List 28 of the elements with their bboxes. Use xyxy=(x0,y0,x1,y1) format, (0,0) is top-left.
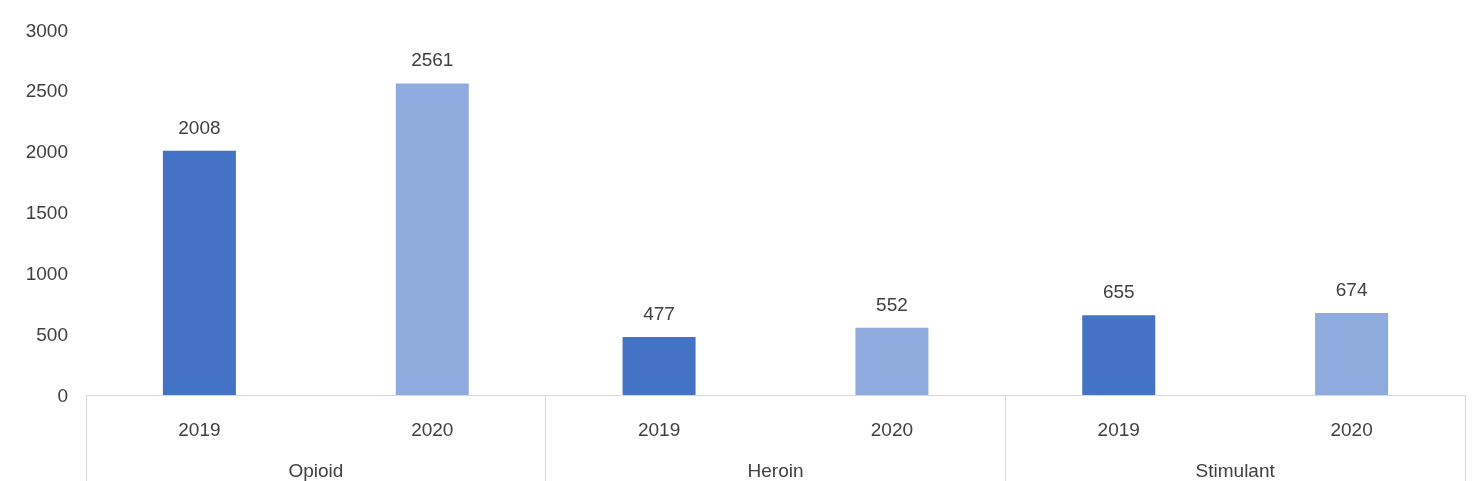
text: 2020 xyxy=(1330,419,1373,440)
x-tick-label: Heroin xyxy=(747,460,804,481)
data-label: 477 xyxy=(643,302,675,324)
y-tick-label: 3000 xyxy=(25,19,68,41)
text: 2019 xyxy=(637,419,681,440)
y-tick-label: 1500 xyxy=(25,202,68,223)
text: 2019 xyxy=(1097,419,1140,440)
data-label: 655 xyxy=(1102,281,1135,303)
data-label: 552 xyxy=(876,293,908,315)
x-tick-label: Opioid xyxy=(288,460,344,481)
data-label: 2561 xyxy=(411,49,454,71)
y-tick-label: 2000 xyxy=(25,141,68,163)
y-tick-label: 500 xyxy=(36,323,68,345)
x-tick-label: Stimulant xyxy=(1195,460,1276,481)
data-label: 2008 xyxy=(178,116,221,138)
text: 2020 xyxy=(870,419,914,440)
data-label: 674 xyxy=(1335,279,1368,300)
bar xyxy=(622,336,696,395)
series-label: 2019 xyxy=(178,419,221,440)
bar xyxy=(162,150,236,395)
bar xyxy=(1315,313,1389,395)
y-tick-label: 1000 xyxy=(25,262,68,284)
bar xyxy=(395,83,469,395)
y-tick-label: 0 xyxy=(57,384,68,406)
series-label: 2020 xyxy=(411,419,454,440)
bar xyxy=(855,327,929,395)
y-tick-label: 2500 xyxy=(25,80,68,102)
bar xyxy=(1082,315,1156,395)
